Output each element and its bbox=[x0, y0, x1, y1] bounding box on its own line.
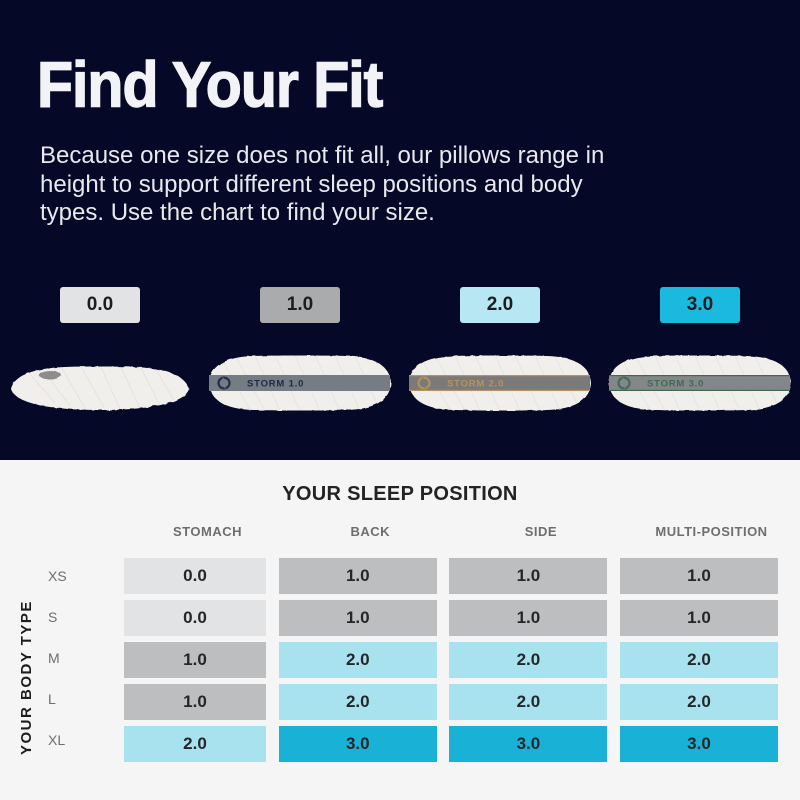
svg-text:STORM 1.0: STORM 1.0 bbox=[247, 379, 304, 390]
svg-text:STORM 3.0: STORM 3.0 bbox=[647, 379, 704, 390]
svg-text:STORM 2.0: STORM 2.0 bbox=[447, 379, 504, 390]
